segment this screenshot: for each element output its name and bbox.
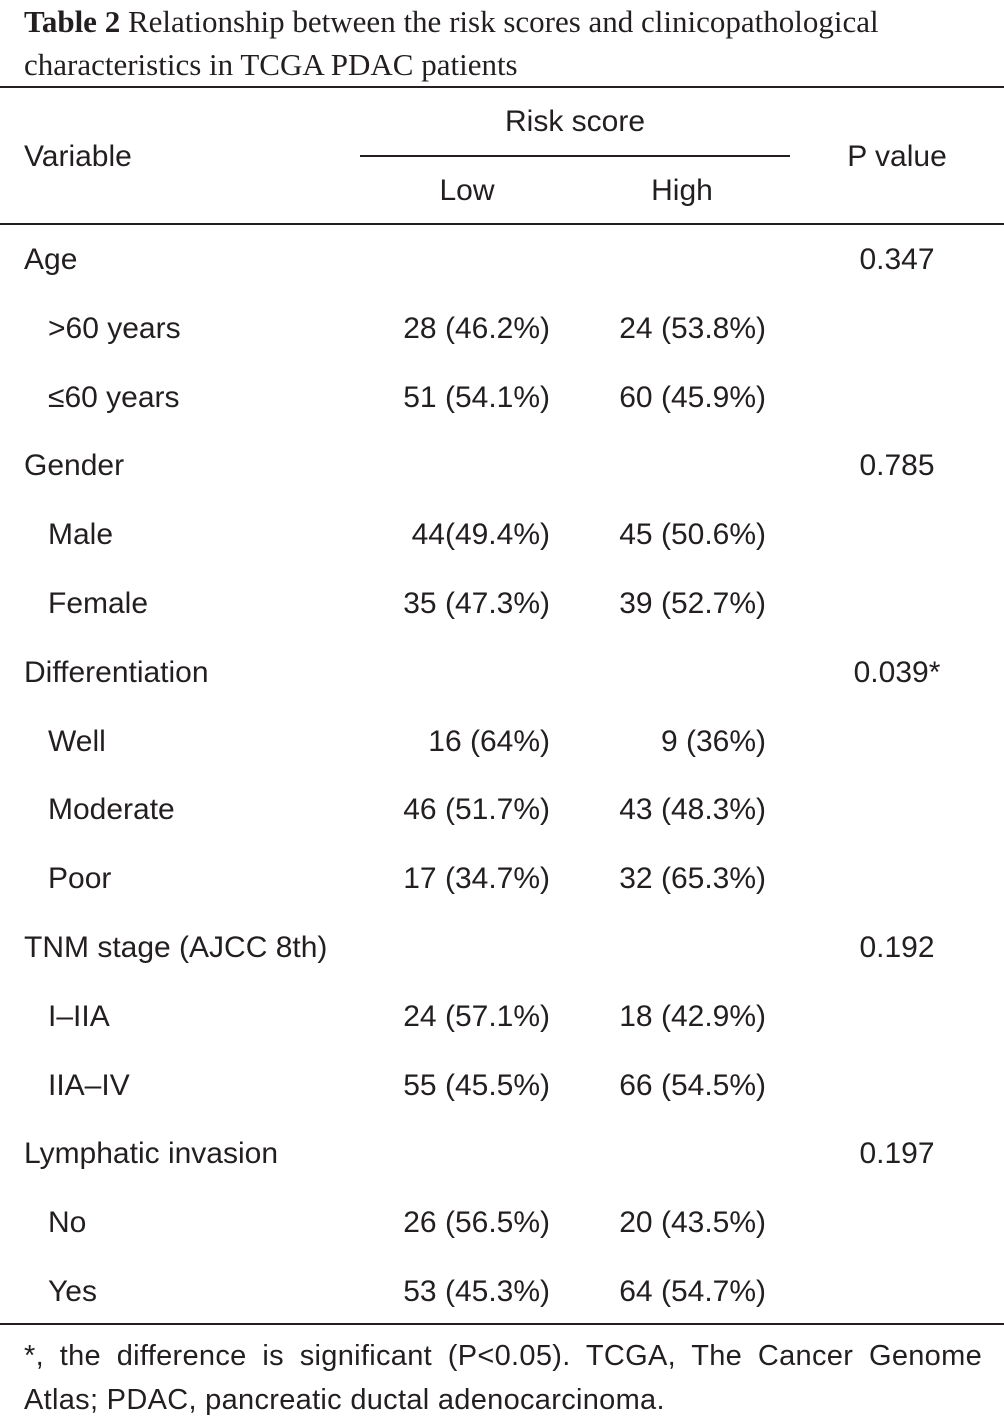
bottom-rule — [0, 1323, 1004, 1325]
row-sub-label: ≤60 years — [48, 381, 180, 414]
risk-score-rule — [360, 155, 790, 157]
header-low: Low — [439, 174, 495, 207]
row-low-value: 44(49.4%) — [411, 518, 550, 551]
row-group-label: TNM stage (AJCC 8th) — [24, 931, 328, 964]
row-low-value: 17 (34.7%) — [403, 862, 550, 895]
row-sub-label: I–IIA — [48, 1000, 110, 1033]
row-low-value: 53 (45.3%) — [403, 1275, 550, 1308]
header-high: High — [651, 174, 713, 207]
row-sub-label: No — [48, 1206, 87, 1239]
row-sub-label: Male — [48, 518, 114, 551]
table-footnote: *, the difference is significant (P<0.05… — [24, 1340, 982, 1416]
row-low-value: 35 (47.3%) — [403, 587, 550, 620]
row-sub-label: IIA–IV — [48, 1069, 130, 1102]
header-rule — [0, 223, 1004, 225]
row-sub-label: Moderate — [48, 793, 175, 826]
row-low-value: 24 (57.1%) — [403, 1000, 550, 1033]
row-high-value: 43 (48.3%) — [619, 793, 766, 826]
row-high-value: 64 (54.7%) — [619, 1275, 766, 1308]
row-low-value: 26 (56.5%) — [403, 1206, 550, 1239]
row-high-value: 60 (45.9%) — [619, 381, 766, 414]
row-group-label: Differentiation — [24, 656, 209, 689]
row-p-value: 0.039* — [853, 656, 941, 689]
row-high-value: 32 (65.3%) — [619, 862, 766, 895]
row-sub-label: Yes — [48, 1275, 97, 1308]
row-high-value: 45 (50.6%) — [619, 518, 766, 551]
header-risk-score: Risk score — [504, 105, 646, 138]
row-low-value: 51 (54.1%) — [403, 381, 550, 414]
header-variable: Variable — [24, 140, 132, 173]
row-high-value: 24 (53.8%) — [619, 312, 766, 345]
row-p-value: 0.197 — [859, 1137, 935, 1170]
row-group-label: Age — [24, 243, 78, 276]
row-group-label: Gender — [24, 449, 125, 482]
row-low-value: 46 (51.7%) — [403, 793, 550, 826]
row-sub-label: Female — [48, 587, 149, 620]
row-high-value: 20 (43.5%) — [619, 1206, 766, 1239]
row-p-value: 0.347 — [859, 243, 935, 276]
row-high-value: 18 (42.9%) — [619, 1000, 766, 1033]
header-p-value: P value — [847, 140, 947, 173]
row-group-label: Lymphatic invasion — [24, 1137, 279, 1170]
row-high-value: 39 (52.7%) — [619, 587, 766, 620]
row-low-value: 55 (45.5%) — [403, 1069, 550, 1102]
row-low-value: 16 (64%) — [428, 725, 550, 758]
top-rule — [0, 86, 1004, 88]
row-sub-label: Well — [48, 725, 106, 758]
table-caption: Table 2 Relationship between the risk sc… — [24, 0, 984, 86]
row-p-value: 0.785 — [859, 449, 935, 482]
row-low-value: 28 (46.2%) — [403, 312, 550, 345]
table-number: Table 2 — [24, 4, 121, 39]
row-sub-label: Poor — [48, 862, 112, 895]
row-p-value: 0.192 — [859, 931, 935, 964]
table-title: Relationship between the risk scores and… — [24, 4, 879, 82]
row-high-value: 66 (54.5%) — [619, 1069, 766, 1102]
row-high-value: 9 (36%) — [660, 725, 766, 758]
row-sub-label: >60 years — [48, 312, 181, 345]
